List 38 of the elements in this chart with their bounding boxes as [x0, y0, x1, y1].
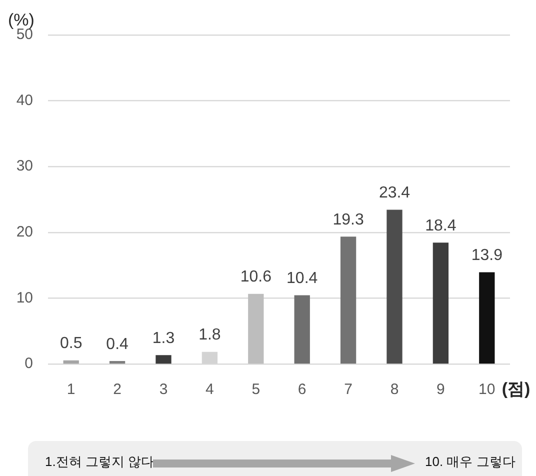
x-tick-label: 6 — [298, 381, 306, 398]
bar — [63, 360, 79, 364]
data-label: 10.6 — [240, 268, 272, 286]
data-label: 0.4 — [106, 336, 129, 353]
y-tick-label: 10 — [16, 289, 33, 306]
y-tick-label: 20 — [16, 224, 33, 241]
y-tick-label: 0 — [24, 355, 33, 372]
data-label: 0.5 — [60, 335, 82, 352]
text: 1.전혀 그렇지 않다 — [45, 454, 154, 470]
bar — [248, 294, 264, 364]
x-tick-label: 1 — [66, 381, 76, 398]
x-tick-label: 4 — [206, 381, 214, 398]
bar — [479, 272, 495, 364]
data-label: 13.9 — [471, 246, 503, 264]
data-label: 19.3 — [332, 211, 364, 228]
bar — [340, 236, 356, 364]
bar — [109, 361, 126, 364]
y-tick-label: 30 — [16, 158, 33, 175]
y-axis-title: (%) — [8, 10, 34, 30]
data-label: 23.4 — [378, 184, 410, 202]
y-tick-label: 40 — [16, 92, 33, 109]
x-tick-label: 7 — [344, 381, 352, 398]
x-axis-title: (점) — [502, 380, 530, 399]
text: 10. 매우 그렇다 — [425, 454, 516, 470]
bar — [386, 210, 402, 364]
bar — [432, 242, 449, 364]
x-tick-label: 9 — [436, 381, 445, 398]
x-tick-label: 5 — [252, 381, 260, 398]
data-label: 1.3 — [152, 330, 175, 347]
x-tick-label: 3 — [159, 381, 168, 398]
data-label: 10.4 — [286, 270, 318, 287]
x-tick-label: 2 — [113, 381, 122, 398]
data-label: 18.4 — [425, 217, 456, 234]
data-label: 1.8 — [198, 326, 221, 344]
x-tick-label: 8 — [390, 381, 399, 398]
bar — [156, 355, 172, 364]
x-tick-label: 10 — [478, 381, 496, 398]
bar — [294, 295, 310, 364]
